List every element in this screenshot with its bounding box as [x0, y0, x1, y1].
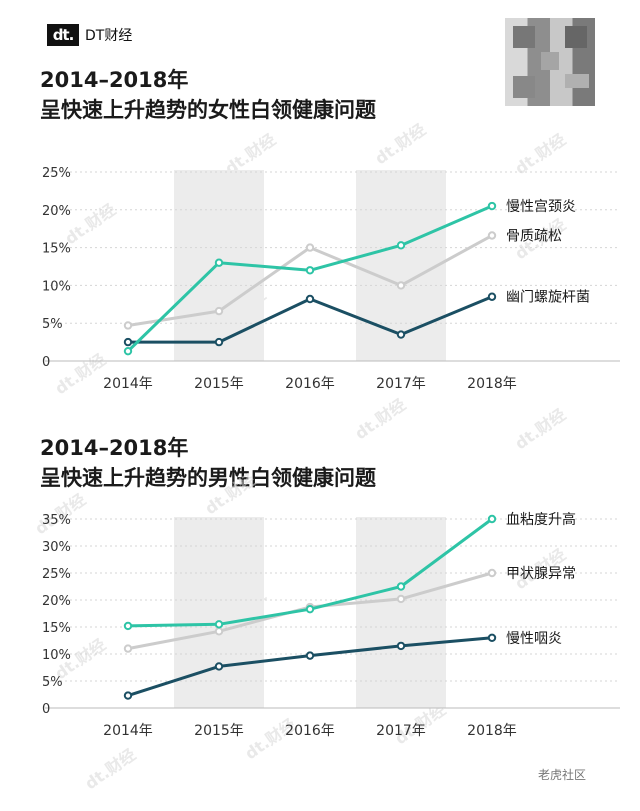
y-tick-label: 0 — [42, 355, 50, 370]
watermark-text: dt.财经 — [351, 395, 409, 443]
data-point — [214, 258, 224, 267]
data-point — [305, 266, 315, 275]
y-tick-label: 5% — [42, 675, 63, 690]
x-tick-label: 2018年 — [467, 376, 517, 392]
y-tick-label: 15% — [42, 242, 71, 257]
series-label: 慢性咽炎 — [506, 630, 562, 647]
data-point — [396, 330, 406, 339]
y-tick-label: 15% — [42, 621, 71, 636]
brand-logo: dt. DT财经 — [47, 24, 132, 46]
chart1-title-line1: 2014–2018年 — [40, 68, 189, 92]
data-point — [123, 691, 133, 700]
y-tick-label: 20% — [42, 204, 71, 219]
data-point — [305, 651, 315, 660]
data-point — [487, 568, 497, 578]
watermark-text: dt.财经 — [511, 405, 569, 453]
y-tick-label: 30% — [42, 540, 71, 555]
x-tick-label: 2015年 — [194, 723, 244, 739]
data-point — [123, 346, 133, 356]
data-point — [487, 514, 497, 524]
series-label: 幽门螺旋杆菌 — [506, 290, 590, 306]
data-point — [396, 641, 406, 651]
y-tick-label: 10% — [42, 279, 71, 294]
data-point — [487, 292, 497, 301]
series-label: 骨质疏松 — [506, 229, 562, 245]
x-tick-label: 2015年 — [194, 376, 244, 392]
data-point — [396, 582, 406, 591]
qr-code-image — [505, 18, 595, 106]
data-point — [396, 241, 406, 250]
data-point — [214, 662, 224, 671]
x-tick-label: 2018年 — [467, 723, 517, 739]
chart2-title-line2: 呈快速上升趋势的男性白领健康问题 — [40, 466, 376, 490]
data-point — [214, 306, 224, 316]
data-point — [305, 604, 315, 614]
y-tick-label: 5% — [42, 317, 63, 332]
watermark-text: dt.财经 — [511, 130, 569, 178]
y-tick-label: 0 — [42, 702, 50, 717]
x-tick-label: 2014年 — [103, 723, 153, 739]
data-point — [214, 627, 224, 636]
watermark-text: dt.财经 — [51, 350, 109, 398]
chart-1: 25% 20% 15% 10% 5% 0 2014年 2015年 2016年 2017年 2018年… — [42, 166, 620, 392]
series-label: 血粘度升高 — [506, 511, 576, 528]
brand-mark: dt. — [47, 24, 79, 46]
series-label: 慢性宫颈炎 — [506, 198, 576, 215]
watermark-text: dt.财经 — [81, 745, 139, 793]
brand-name: DT财经 — [85, 28, 133, 44]
x-tick-label: 2014年 — [103, 376, 153, 392]
data-point — [396, 281, 406, 290]
data-point — [487, 201, 497, 211]
chart-2: 35% 30% 25% 20% 15% 10% 5% 0 2014年 2015年 2016年 2017… — [42, 511, 620, 739]
data-point — [487, 633, 497, 642]
column-shade — [356, 517, 446, 708]
data-point — [123, 321, 133, 330]
data-point — [123, 644, 133, 653]
footer-text: 老虎社区 — [538, 768, 587, 782]
column-shade — [356, 170, 446, 361]
chart2-title-line1: 2014–2018年 — [40, 436, 189, 460]
data-point — [396, 594, 406, 604]
y-tick-label: 25% — [42, 567, 71, 582]
x-tick-label: 2017年 — [376, 376, 426, 392]
data-point — [123, 621, 133, 631]
y-tick-label: 20% — [42, 594, 71, 609]
x-tick-label: 2016年 — [285, 376, 335, 392]
data-point — [123, 337, 133, 347]
series-label: 甲状腺异常 — [506, 566, 576, 582]
y-tick-label: 35% — [42, 513, 71, 528]
y-tick-label: 10% — [42, 648, 71, 663]
chart1-title-line2: 呈快速上升趋势的女性白领健康问题 — [40, 98, 376, 122]
watermark-text: dt.财经 — [201, 470, 259, 518]
x-tick-label: 2017年 — [376, 723, 426, 739]
data-point — [214, 337, 224, 347]
data-point — [487, 231, 497, 240]
y-tick-label: 25% — [42, 166, 71, 181]
x-tick-label: 2016年 — [285, 723, 335, 739]
watermark-text: dt.财经 — [371, 120, 429, 168]
data-point — [305, 243, 315, 252]
data-point — [214, 620, 224, 629]
data-point — [305, 294, 315, 304]
